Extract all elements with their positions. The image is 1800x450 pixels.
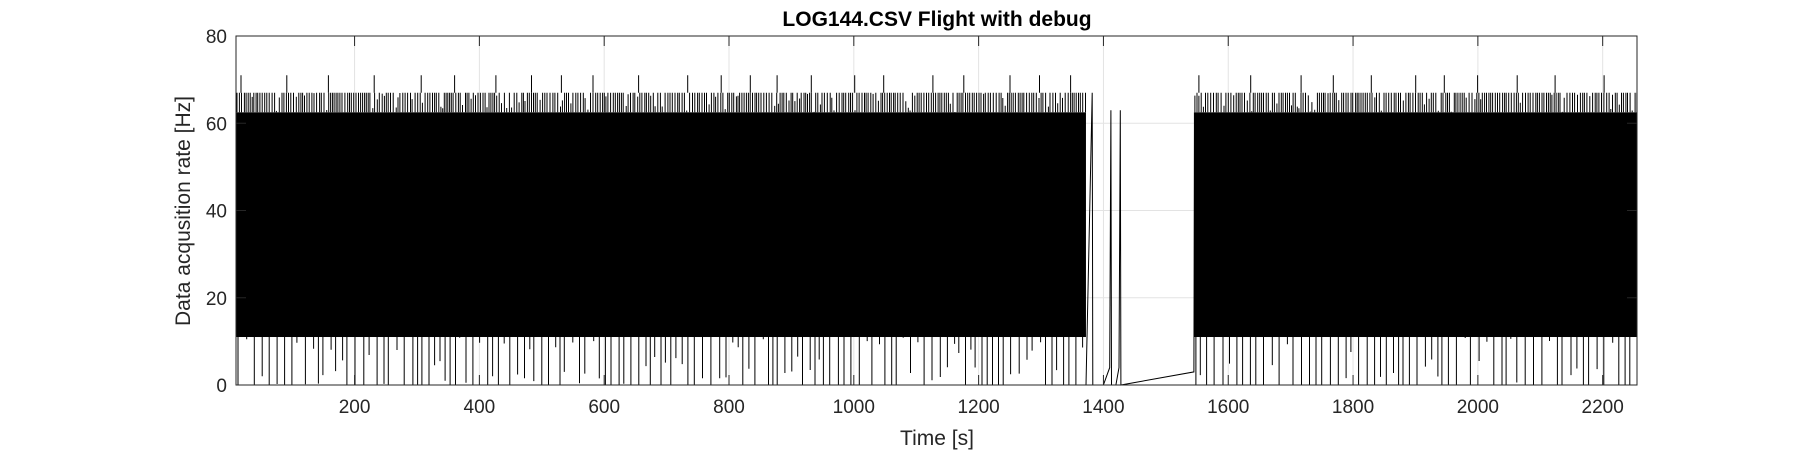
dense-band-0 — [236, 112, 1086, 338]
gap-trace — [1085, 92, 1195, 386]
dense-band-1 — [1193, 112, 1637, 338]
y-tick-label-80: 80 — [206, 27, 227, 48]
data-series — [236, 75, 1638, 386]
high-spikes-1 — [1194, 92, 1638, 113]
x-tick-label-1400: 1400 — [1082, 397, 1124, 418]
x-tick-label-600: 600 — [588, 397, 620, 418]
x-tick-label-1200: 1200 — [957, 397, 999, 418]
chart-title: LOG144.CSV Flight with debug — [782, 8, 1091, 31]
x-tick-label-2000: 2000 — [1457, 397, 1499, 418]
y-tick-label-20: 20 — [206, 289, 227, 310]
y-axis-title: Data acqusition rate [Hz] — [172, 96, 195, 326]
y-tick-label-40: 40 — [206, 202, 227, 223]
x-tick-label-1000: 1000 — [833, 397, 875, 418]
x-tick-label-1600: 1600 — [1207, 397, 1249, 418]
outlier-spikes-0 — [240, 75, 1072, 93]
outlier-spikes-1 — [1198, 75, 1605, 93]
x-tick-label-2200: 2200 — [1582, 397, 1624, 418]
low-spikes-0 — [237, 337, 1084, 385]
x-tick-label-400: 400 — [464, 397, 496, 418]
y-tick-label-60: 60 — [206, 114, 227, 135]
x-axis-title: Time [s] — [900, 427, 974, 450]
y-tick-label-0: 0 — [216, 376, 227, 397]
low-spikes-1 — [1195, 337, 1638, 385]
x-tick-label-200: 200 — [339, 397, 371, 418]
high-spikes-0 — [236, 92, 1086, 113]
axis-ticks: 200 400 600 800 1000 1200 1400 1600 1800 2000 2200… — [206, 27, 1637, 418]
x-tick-label-800: 800 — [713, 397, 745, 418]
x-tick-label-1800: 1800 — [1332, 397, 1374, 418]
